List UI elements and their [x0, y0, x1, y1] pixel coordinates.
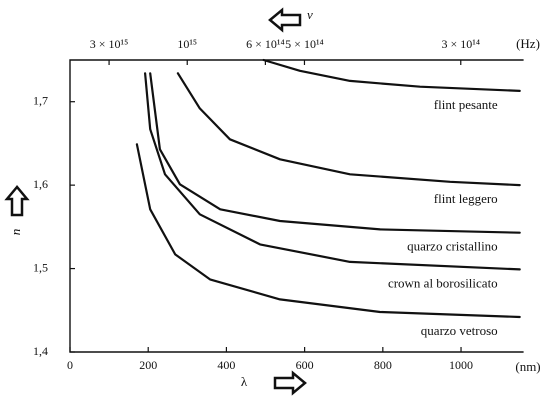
x-tick-label: 400	[217, 358, 235, 372]
curve-label: flint pesante	[434, 97, 498, 112]
x2-label: ν	[307, 7, 313, 22]
curve	[176, 72, 521, 187]
curve-label: quarzo cristallino	[407, 239, 498, 254]
curve-label: crown al borosilicato	[388, 275, 498, 290]
x2-tick-label: 10¹⁵	[177, 37, 197, 51]
x2-tick-label: 5 × 10¹⁴	[285, 37, 324, 51]
curve-label: quarzo vetroso	[421, 323, 498, 338]
curve	[135, 143, 521, 319]
x-tick-label: 600	[296, 358, 314, 372]
curve	[262, 58, 521, 92]
y-tick-label: 1,6	[33, 177, 48, 191]
x2-tick-label: 3 × 10¹⁵	[90, 37, 129, 51]
y-tick-label: 1,5	[33, 260, 48, 274]
x-tick-label: 1000	[449, 358, 473, 372]
curve	[149, 72, 521, 234]
x2-unit: (Hz)	[516, 36, 540, 51]
axis-frame	[69, 59, 524, 353]
x2-tick-label: 3 × 10¹⁴	[441, 37, 480, 51]
y-label: n	[8, 229, 23, 236]
x-label: λ	[241, 374, 248, 389]
x-tick-label: 800	[374, 358, 392, 372]
curve	[144, 72, 521, 271]
x-tick-label: 200	[139, 358, 157, 372]
y-tick-label: 1,7	[33, 93, 48, 107]
x-tick-label: 0	[67, 358, 73, 372]
nu-arrow	[268, 7, 302, 33]
curve-label: flint leggero	[434, 191, 498, 206]
n-arrow	[4, 185, 30, 217]
x2-tick-label: 6 × 10¹⁴	[246, 37, 285, 51]
y-tick-label: 1,4	[33, 344, 48, 358]
x-unit: (nm)	[515, 359, 540, 374]
lambda-arrow	[273, 370, 307, 396]
